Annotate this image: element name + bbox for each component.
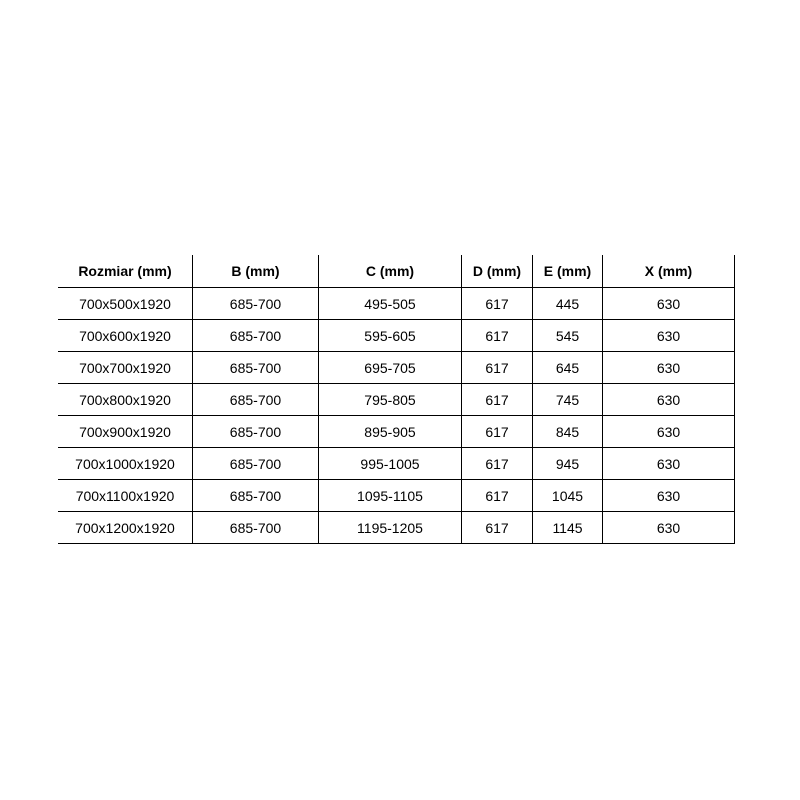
table-cell: 795-805	[319, 384, 462, 416]
table-cell: 700x600x1920	[58, 320, 193, 352]
table-cell: 700x900x1920	[58, 416, 193, 448]
table-row: 700x600x1920 685-700 595-605 617 545 630	[58, 320, 735, 352]
table-cell: 1195-1205	[319, 512, 462, 544]
table-cell: 685-700	[193, 288, 319, 320]
table-cell: 700x700x1920	[58, 352, 193, 384]
table-cell: 645	[533, 352, 603, 384]
table-cell: 495-505	[319, 288, 462, 320]
table-cell: 617	[462, 352, 533, 384]
table-cell: 895-905	[319, 416, 462, 448]
table-cell: 685-700	[193, 448, 319, 480]
table-cell: 617	[462, 480, 533, 512]
table-cell: 1045	[533, 480, 603, 512]
table-cell: 695-705	[319, 352, 462, 384]
table-row: 700x1200x1920 685-700 1195-1205 617 1145…	[58, 512, 735, 544]
table-cell: 685-700	[193, 512, 319, 544]
table-cell: 995-1005	[319, 448, 462, 480]
column-header-b: B (mm)	[193, 255, 319, 288]
table-cell: 700x500x1920	[58, 288, 193, 320]
table-cell: 700x1100x1920	[58, 480, 193, 512]
table-cell: 617	[462, 512, 533, 544]
table-cell: 685-700	[193, 352, 319, 384]
table-cell: 630	[603, 448, 735, 480]
column-header-rozmiar: Rozmiar (mm)	[58, 255, 193, 288]
table-cell: 1145	[533, 512, 603, 544]
table-cell: 745	[533, 384, 603, 416]
table-cell: 630	[603, 512, 735, 544]
table-cell: 617	[462, 448, 533, 480]
table-cell: 630	[603, 416, 735, 448]
column-header-x: X (mm)	[603, 255, 735, 288]
column-header-e: E (mm)	[533, 255, 603, 288]
table-cell: 685-700	[193, 416, 319, 448]
table-cell: 595-605	[319, 320, 462, 352]
table-row: 700x700x1920 685-700 695-705 617 645 630	[58, 352, 735, 384]
table-cell: 700x1000x1920	[58, 448, 193, 480]
table-cell: 617	[462, 416, 533, 448]
table-cell: 630	[603, 384, 735, 416]
table-cell: 630	[603, 352, 735, 384]
table-cell: 630	[603, 320, 735, 352]
table-cell: 685-700	[193, 320, 319, 352]
size-spec-table: Rozmiar (mm) B (mm) C (mm) D (mm) E (mm)…	[58, 255, 735, 544]
table-row: 700x1100x1920 685-700 1095-1105 617 1045…	[58, 480, 735, 512]
table-row: 700x900x1920 685-700 895-905 617 845 630	[58, 416, 735, 448]
table-row: 700x1000x1920 685-700 995-1005 617 945 6…	[58, 448, 735, 480]
table-cell: 685-700	[193, 384, 319, 416]
table-cell: 1095-1105	[319, 480, 462, 512]
table-cell: 545	[533, 320, 603, 352]
column-header-d: D (mm)	[462, 255, 533, 288]
table-cell: 700x800x1920	[58, 384, 193, 416]
table-cell: 700x1200x1920	[58, 512, 193, 544]
table-cell: 630	[603, 480, 735, 512]
column-header-c: C (mm)	[319, 255, 462, 288]
table-cell: 630	[603, 288, 735, 320]
table-cell: 685-700	[193, 480, 319, 512]
header-row: Rozmiar (mm) B (mm) C (mm) D (mm) E (mm)…	[58, 255, 735, 288]
table-row: 700x500x1920 685-700 495-505 617 445 630	[58, 288, 735, 320]
table-cell: 945	[533, 448, 603, 480]
table-row: 700x800x1920 685-700 795-805 617 745 630	[58, 384, 735, 416]
table-cell: 445	[533, 288, 603, 320]
table-cell: 617	[462, 320, 533, 352]
table-cell: 617	[462, 288, 533, 320]
table-cell: 845	[533, 416, 603, 448]
table-cell: 617	[462, 384, 533, 416]
